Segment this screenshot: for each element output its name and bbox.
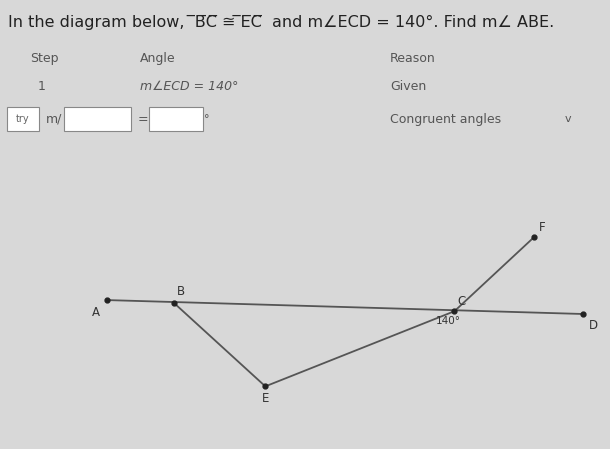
Text: try: try bbox=[16, 114, 30, 124]
Text: B: B bbox=[177, 285, 185, 298]
Text: °: ° bbox=[204, 114, 209, 124]
Text: A: A bbox=[92, 306, 100, 319]
Text: v: v bbox=[565, 114, 572, 124]
Text: Step: Step bbox=[30, 52, 59, 65]
Text: Angle: Angle bbox=[140, 52, 176, 65]
Text: 1: 1 bbox=[38, 80, 46, 93]
Text: In the diagram below,  ̅B̅C̅ ≅ ̅E̅C̅  and m∠ECD = 140°. Find m∠ ABE.: In the diagram below, ̅B̅C̅ ≅ ̅E̅C̅ and … bbox=[8, 15, 554, 30]
Text: D: D bbox=[589, 319, 598, 332]
Text: m∠ECD = 140°: m∠ECD = 140° bbox=[140, 80, 239, 93]
Text: C: C bbox=[458, 295, 466, 308]
FancyBboxPatch shape bbox=[149, 107, 203, 132]
Text: m/: m/ bbox=[46, 113, 62, 126]
Text: E: E bbox=[262, 392, 269, 405]
Text: 140°: 140° bbox=[436, 316, 461, 326]
Text: Reason: Reason bbox=[390, 52, 436, 65]
FancyBboxPatch shape bbox=[7, 107, 39, 132]
Text: F: F bbox=[539, 221, 545, 234]
Text: Congruent angles: Congruent angles bbox=[390, 113, 501, 126]
Text: =: = bbox=[138, 113, 149, 126]
FancyBboxPatch shape bbox=[64, 107, 131, 132]
Text: Given: Given bbox=[390, 80, 426, 93]
